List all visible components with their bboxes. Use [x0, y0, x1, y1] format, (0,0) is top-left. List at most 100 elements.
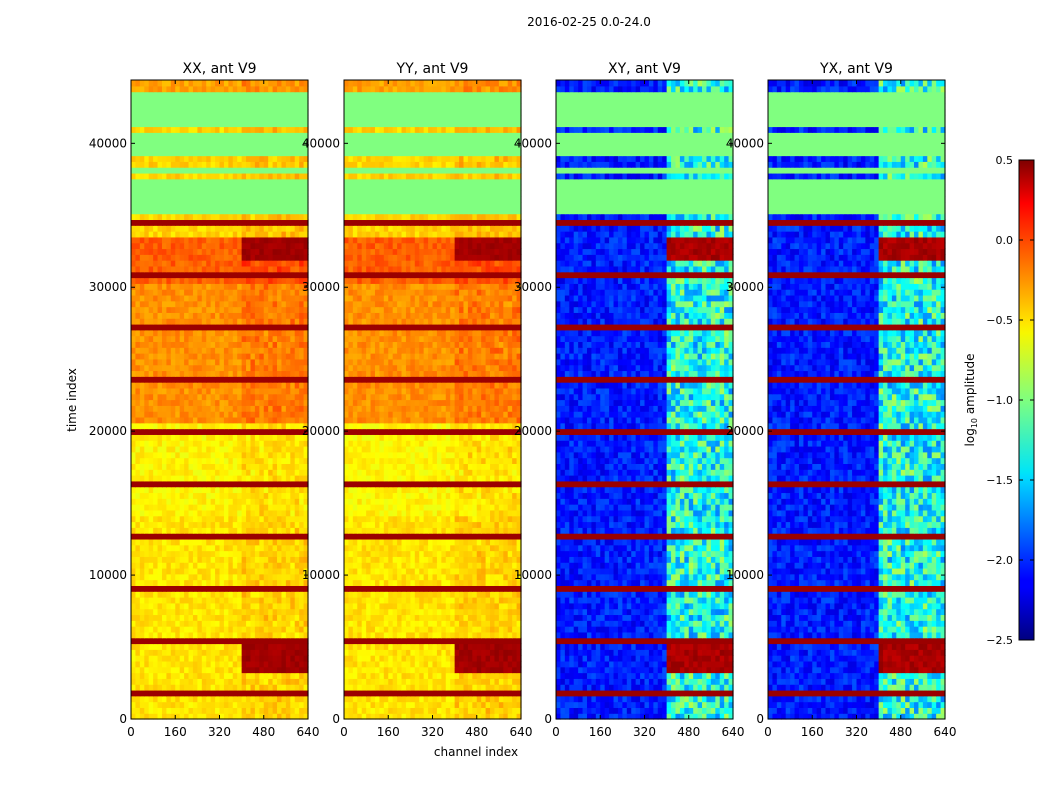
- heatmap-cell: [246, 196, 251, 202]
- heatmap-cell: [175, 138, 180, 144]
- heatmap-cell: [242, 86, 247, 92]
- heatmap-cell: [158, 521, 163, 527]
- heatmap-cell: [202, 614, 207, 620]
- heatmap-cell: [264, 463, 269, 469]
- heatmap-cell: [180, 295, 185, 301]
- heatmap-cell: [246, 684, 251, 690]
- heatmap-cell: [202, 115, 207, 121]
- heatmap-cell: [166, 643, 171, 649]
- heatmap-cell: [273, 144, 278, 150]
- heatmap-cell: [215, 289, 220, 295]
- heatmap-cell: [255, 411, 260, 417]
- heatmap-cell: [140, 556, 145, 562]
- heatmap-cell: [135, 318, 140, 324]
- heatmap-cell: [273, 103, 278, 109]
- heatmap-cell: [180, 370, 185, 376]
- heatmap-cell: [211, 504, 216, 510]
- heatmap-cell: [135, 452, 140, 458]
- heatmap-cell: [153, 696, 158, 702]
- heatmap-cell: [202, 307, 207, 313]
- heatmap-cell: [202, 330, 207, 336]
- heatmap-cell: [277, 673, 282, 679]
- heatmap-cell: [237, 585, 242, 591]
- heatmap-cell: [295, 243, 300, 249]
- heatmap-cell: [131, 126, 136, 132]
- heatmap-cell: [220, 446, 225, 452]
- heatmap-cell: [224, 446, 229, 452]
- heatmap-cell: [202, 440, 207, 446]
- heatmap-cell: [242, 585, 247, 591]
- heatmap-cell: [259, 440, 264, 446]
- heatmap-cell: [206, 173, 211, 179]
- heatmap-cell: [220, 638, 225, 644]
- heatmap-cell: [286, 597, 291, 603]
- heatmap-cell: [206, 527, 211, 533]
- heatmap-cell: [299, 266, 304, 272]
- heatmap-cell: [255, 504, 260, 510]
- heatmap-cell: [273, 487, 278, 493]
- heatmap-cell: [281, 533, 286, 539]
- heatmap-cell: [259, 225, 264, 231]
- heatmap-cell: [228, 237, 233, 243]
- heatmap-cell: [228, 144, 233, 150]
- heatmap-cell: [215, 115, 220, 121]
- heatmap-cell: [237, 126, 242, 132]
- heatmap-cell: [144, 347, 149, 353]
- heatmap-cell: [149, 673, 154, 679]
- heatmap-cell: [233, 446, 238, 452]
- heatmap-cell: [140, 458, 145, 464]
- heatmap-cell: [224, 458, 229, 464]
- heatmap-cell: [158, 690, 163, 696]
- heatmap-cell: [220, 150, 225, 156]
- heatmap-cell: [273, 272, 278, 278]
- heatmap-cell: [189, 359, 194, 365]
- heatmap-cell: [250, 434, 255, 440]
- heatmap-cell: [197, 144, 202, 150]
- heatmap-cell: [202, 237, 207, 243]
- heatmap-cell: [153, 324, 158, 330]
- heatmap-cell: [202, 400, 207, 406]
- heatmap-cell: [268, 359, 273, 365]
- heatmap-cell: [197, 498, 202, 504]
- heatmap-cell: [135, 196, 140, 202]
- heatmap-cell: [250, 614, 255, 620]
- heatmap-cell: [295, 80, 300, 86]
- heatmap-cell: [246, 521, 251, 527]
- heatmap-cell: [281, 521, 286, 527]
- heatmap-cell: [171, 260, 176, 266]
- heatmap-cell: [184, 161, 189, 167]
- heatmap-cell: [295, 463, 300, 469]
- heatmap-cell: [149, 202, 154, 208]
- heatmap-cell: [268, 121, 273, 127]
- heatmap-cell: [202, 527, 207, 533]
- heatmap-cell: [180, 115, 185, 121]
- heatmap-cell: [131, 643, 136, 649]
- heatmap-cell: [131, 423, 136, 429]
- heatmap-cell: [131, 318, 136, 324]
- heatmap-cell: [131, 347, 136, 353]
- heatmap-cell: [158, 585, 163, 591]
- heatmap-cell: [290, 446, 295, 452]
- heatmap-cell: [153, 684, 158, 690]
- heatmap-cell: [259, 603, 264, 609]
- heatmap-cell: [295, 301, 300, 307]
- heatmap-cell: [250, 219, 255, 225]
- heatmap-cell: [206, 684, 211, 690]
- heatmap-cell: [140, 254, 145, 260]
- heatmap-cell: [166, 440, 171, 446]
- heatmap-cell: [144, 423, 149, 429]
- heatmap-cell: [463, 702, 468, 708]
- heatmap-cell: [268, 365, 273, 371]
- heatmap-cell: [144, 388, 149, 394]
- heatmap-cell: [158, 696, 163, 702]
- heatmap-cell: [228, 609, 233, 615]
- heatmap-cell: [180, 225, 185, 231]
- heatmap-cell: [184, 92, 189, 98]
- heatmap-cell: [193, 469, 198, 475]
- heatmap-cell: [259, 521, 264, 527]
- heatmap-cell: [486, 702, 491, 708]
- heatmap-cell: [242, 690, 247, 696]
- heatmap-cell: [290, 463, 295, 469]
- heatmap-cell: [149, 492, 154, 498]
- heatmap-cell: [140, 551, 145, 557]
